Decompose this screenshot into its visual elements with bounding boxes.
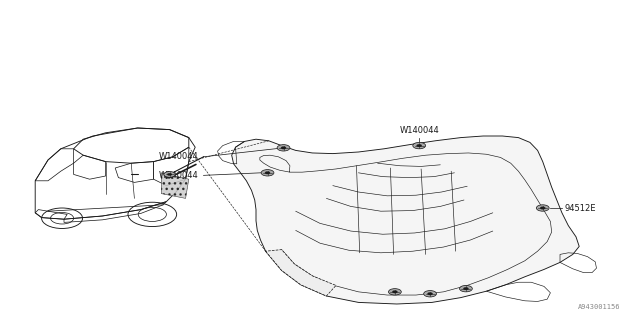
- Polygon shape: [161, 173, 189, 198]
- Circle shape: [167, 173, 172, 176]
- Circle shape: [536, 205, 549, 211]
- Circle shape: [164, 172, 175, 177]
- Circle shape: [463, 287, 468, 290]
- Circle shape: [540, 207, 545, 209]
- Circle shape: [281, 147, 286, 149]
- Circle shape: [388, 289, 401, 295]
- Text: W140044: W140044: [159, 171, 198, 180]
- Text: A943001156: A943001156: [579, 304, 621, 310]
- Circle shape: [424, 291, 436, 297]
- Text: W140044: W140044: [399, 126, 439, 135]
- Circle shape: [428, 292, 433, 295]
- Circle shape: [460, 285, 472, 292]
- Circle shape: [265, 172, 270, 174]
- Text: W140044: W140044: [159, 152, 198, 161]
- Polygon shape: [232, 136, 579, 304]
- Circle shape: [413, 142, 426, 149]
- Polygon shape: [266, 250, 336, 296]
- Circle shape: [261, 170, 274, 176]
- Text: 94512E: 94512E: [564, 204, 596, 212]
- Circle shape: [277, 145, 290, 151]
- Circle shape: [417, 144, 422, 147]
- Circle shape: [392, 291, 397, 293]
